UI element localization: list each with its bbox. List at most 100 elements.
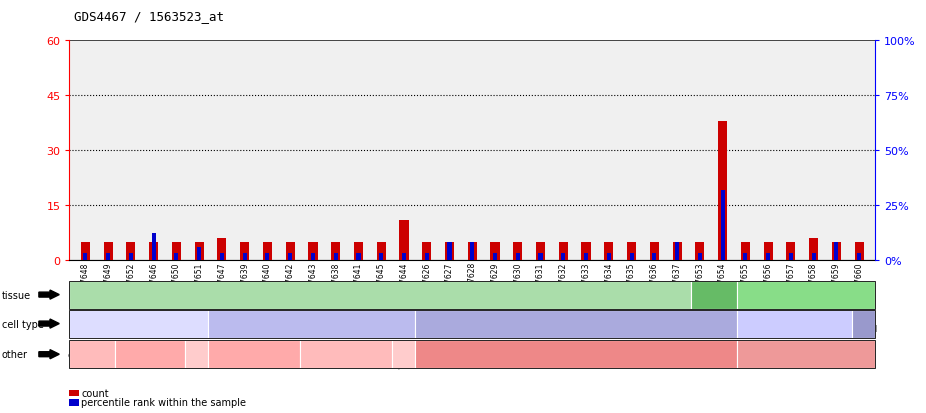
- Bar: [744, 254, 747, 260]
- FancyBboxPatch shape: [69, 310, 207, 338]
- FancyBboxPatch shape: [116, 340, 184, 368]
- Bar: [311, 254, 315, 260]
- Bar: [513, 242, 522, 260]
- Bar: [174, 254, 179, 260]
- Bar: [558, 242, 568, 260]
- Text: secondary
tumor: secondary tumor: [692, 285, 736, 304]
- Bar: [422, 242, 432, 260]
- Bar: [491, 242, 499, 260]
- Text: cell type: cell type: [2, 319, 44, 329]
- Bar: [857, 254, 861, 260]
- FancyBboxPatch shape: [737, 310, 852, 338]
- Bar: [650, 242, 659, 260]
- Bar: [240, 242, 249, 260]
- Text: grade: OGIII: grade: OGIII: [125, 350, 175, 359]
- Bar: [627, 242, 636, 260]
- Bar: [720, 190, 725, 260]
- Bar: [493, 254, 497, 260]
- Bar: [468, 242, 477, 260]
- Bar: [219, 254, 224, 260]
- FancyArrow shape: [39, 350, 59, 359]
- Bar: [357, 254, 360, 260]
- FancyBboxPatch shape: [392, 340, 415, 368]
- Text: other: other: [2, 349, 28, 359]
- Text: grade: n/a: grade: n/a: [784, 350, 828, 359]
- Bar: [630, 254, 633, 260]
- Bar: [218, 238, 227, 260]
- Bar: [675, 243, 679, 260]
- Bar: [402, 254, 406, 260]
- Bar: [698, 254, 702, 260]
- Bar: [718, 121, 727, 260]
- FancyArrow shape: [39, 319, 59, 328]
- Bar: [266, 254, 269, 260]
- Bar: [561, 254, 566, 260]
- Bar: [379, 254, 383, 260]
- FancyBboxPatch shape: [69, 340, 116, 368]
- FancyBboxPatch shape: [737, 340, 875, 368]
- Bar: [445, 242, 454, 260]
- FancyBboxPatch shape: [737, 281, 875, 309]
- Bar: [672, 242, 682, 260]
- Bar: [447, 243, 452, 260]
- Text: percentile rank within the sample: percentile rank within the sample: [81, 397, 246, 407]
- Bar: [425, 254, 429, 260]
- Bar: [834, 243, 838, 260]
- Bar: [285, 242, 294, 260]
- FancyBboxPatch shape: [184, 340, 207, 368]
- Bar: [809, 238, 819, 260]
- Bar: [377, 242, 386, 260]
- FancyBboxPatch shape: [69, 281, 691, 309]
- Bar: [607, 254, 611, 260]
- Bar: [605, 242, 613, 260]
- Text: grade: AII: grade: AII: [233, 350, 274, 359]
- FancyBboxPatch shape: [415, 340, 737, 368]
- FancyBboxPatch shape: [852, 310, 875, 338]
- Bar: [243, 254, 246, 260]
- Bar: [582, 242, 591, 260]
- Text: astrocytes: astrocytes: [772, 319, 817, 328]
- Bar: [584, 254, 588, 260]
- Bar: [172, 242, 181, 260]
- FancyBboxPatch shape: [415, 310, 737, 338]
- Bar: [129, 254, 133, 260]
- FancyBboxPatch shape: [691, 281, 737, 309]
- Bar: [786, 242, 795, 260]
- Bar: [855, 242, 864, 260]
- Text: grade: AIII: grade: AIII: [324, 350, 368, 359]
- Bar: [263, 242, 272, 260]
- Bar: [516, 254, 519, 260]
- Bar: [194, 242, 204, 260]
- Bar: [197, 247, 201, 260]
- Bar: [741, 242, 750, 260]
- FancyBboxPatch shape: [300, 340, 392, 368]
- Bar: [106, 254, 110, 260]
- Bar: [539, 254, 543, 260]
- Bar: [104, 242, 113, 260]
- Text: glioblastoma: glioblastoma: [549, 319, 603, 328]
- Bar: [81, 242, 90, 260]
- Bar: [764, 242, 772, 260]
- Bar: [149, 242, 158, 260]
- Text: brain
control: brain control: [849, 314, 878, 333]
- Text: count: count: [81, 388, 109, 398]
- Text: tissue: tissue: [2, 290, 31, 300]
- FancyBboxPatch shape: [207, 340, 300, 368]
- Text: grade: IV: grade: IV: [557, 350, 595, 359]
- Bar: [332, 242, 340, 260]
- FancyBboxPatch shape: [69, 390, 79, 396]
- Text: oligodendrioglioma: oligodendrioglioma: [98, 319, 179, 328]
- Bar: [766, 254, 770, 260]
- Text: astrocytoma: astrocytoma: [285, 319, 337, 328]
- Bar: [470, 243, 474, 260]
- Text: grad
e: All
I/IV: grad e: All I/IV: [393, 339, 414, 369]
- Bar: [354, 242, 363, 260]
- Bar: [288, 254, 293, 260]
- Bar: [152, 234, 156, 260]
- Bar: [308, 242, 318, 260]
- Text: primary tumor: primary tumor: [350, 290, 411, 299]
- Text: grade: OGII: grade: OGII: [69, 350, 117, 359]
- FancyArrow shape: [39, 290, 59, 299]
- FancyBboxPatch shape: [69, 399, 79, 406]
- Bar: [536, 242, 545, 260]
